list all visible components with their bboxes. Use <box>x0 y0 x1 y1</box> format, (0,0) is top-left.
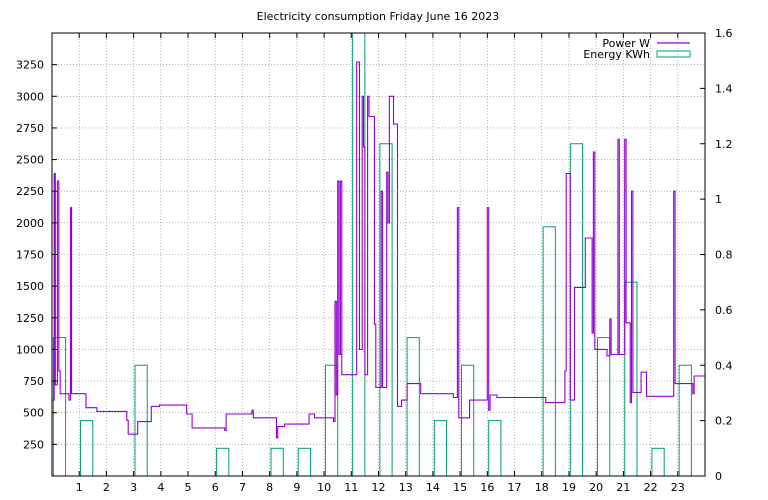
x-tick-label: 17 <box>508 481 522 494</box>
power-line <box>52 61 705 439</box>
x-tick-label: 5 <box>185 481 192 494</box>
x-tick-label: 23 <box>671 481 685 494</box>
y-right-tick-label: 1.6 <box>715 27 733 40</box>
x-tick-label: 3 <box>130 481 137 494</box>
x-tick-label: 8 <box>266 481 273 494</box>
y-right-tick-label: 0.4 <box>715 359 733 372</box>
y-left-tick-label: 250 <box>23 438 44 451</box>
energy-bar <box>460 364 475 477</box>
y-right-tick-label: 0.8 <box>715 249 733 262</box>
energy-bar <box>433 420 448 477</box>
energy-bar <box>270 447 284 477</box>
chart-title: Electricity consumption Friday June 16 2… <box>257 10 500 23</box>
y-left-tick-label: 750 <box>23 375 44 388</box>
legend-label-energy: Energy KWh <box>583 48 650 61</box>
y-left-tick-label: 2500 <box>16 154 44 167</box>
x-tick-label: 13 <box>399 481 413 494</box>
y-left-tick-label: 1000 <box>16 343 44 356</box>
x-tick-label: 7 <box>239 481 246 494</box>
y-right-tick-label: 0 <box>715 470 722 483</box>
y-right-tick-label: 1.4 <box>715 82 733 95</box>
power-series <box>52 61 705 439</box>
y-right-tick-label: 0.6 <box>715 304 733 317</box>
x-tick-label: 9 <box>293 481 300 494</box>
x-tick-label: 16 <box>480 481 494 494</box>
energy-bar <box>678 364 692 477</box>
x-tick-label: 19 <box>562 481 576 494</box>
y-right-tick-label: 1.2 <box>715 138 733 151</box>
energy-bar <box>542 226 556 477</box>
y-left-tick-label: 3250 <box>16 59 44 72</box>
x-tick-label: 4 <box>157 481 164 494</box>
y-left-tick-label: 1750 <box>16 249 44 262</box>
energy-bar <box>216 447 230 477</box>
x-tick-label: 2 <box>103 481 110 494</box>
x-tick-label: 20 <box>589 481 603 494</box>
x-tick-label: 10 <box>317 481 331 494</box>
y-left-tick-label: 1250 <box>16 312 44 325</box>
x-tick-label: 11 <box>344 481 358 494</box>
grid <box>52 33 705 476</box>
energy-bar <box>80 420 94 477</box>
energy-bar <box>406 337 420 477</box>
y-left-tick-label: 1500 <box>16 280 44 293</box>
y-left-tick-label: 3000 <box>16 90 44 103</box>
x-tick-label: 6 <box>212 481 219 494</box>
x-tick-label: 12 <box>372 481 386 494</box>
y-left-tick-label: 2000 <box>16 217 44 230</box>
x-tick-label: 15 <box>453 481 467 494</box>
x-tick-label: 22 <box>644 481 658 494</box>
energy-bar <box>297 447 311 477</box>
energy-bar <box>597 337 611 477</box>
x-tick-label: 14 <box>426 481 440 494</box>
x-tick-label: 1 <box>76 481 83 494</box>
y-left-tick-label: 2750 <box>16 122 44 135</box>
y-right-tick-label: 1 <box>715 193 722 206</box>
x-tick-label: 21 <box>616 481 630 494</box>
energy-bar <box>651 447 665 477</box>
legend-label-power: Power W <box>602 37 650 50</box>
energy-bar <box>569 143 584 477</box>
y-left-tick-label: 2250 <box>16 185 44 198</box>
y-right-tick-label: 0.2 <box>715 415 733 428</box>
axis-ticks: 1 2 3 4 5 6 7 8 9 10 11 12 13 14 15 16 17 18 19 20 21 22 23250… <box>16 27 733 494</box>
y-left-tick-label: 500 <box>23 407 44 420</box>
energy-bar <box>488 420 502 477</box>
x-tick-label: 18 <box>535 481 549 494</box>
legend-swatch-energy <box>656 50 691 58</box>
energy-bar <box>134 364 148 477</box>
